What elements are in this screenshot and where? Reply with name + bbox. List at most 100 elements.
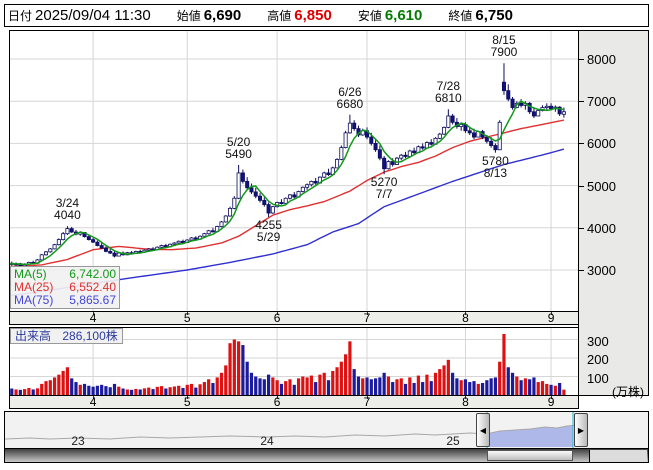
- volume-bar: [515, 376, 519, 395]
- volume-bar: [523, 378, 527, 395]
- volume-bar: [215, 377, 219, 395]
- month-label: 7: [363, 395, 371, 409]
- candle-body: [352, 122, 357, 130]
- volume-bar: [480, 382, 485, 395]
- volume-bar: [510, 372, 515, 395]
- volume-bar: [558, 382, 562, 395]
- candle-body: [493, 145, 498, 151]
- volume-bar: [455, 378, 459, 395]
- volume-unit-label: (万株): [612, 385, 644, 399]
- month-tickmark: [187, 312, 189, 315]
- volume-tick-label: 100: [587, 370, 609, 386]
- price-annotation: 5780 8/13: [482, 153, 509, 180]
- volume-xaxis-strip: 4 5 6 7 8 9: [9, 396, 579, 409]
- quote-header: 日付 2025/09/04 11:30 始値 6,690 高値 6,850 安値…: [4, 4, 649, 27]
- volume-bar: [87, 385, 91, 395]
- navigator-left-arrow-button[interactable]: ◀: [476, 413, 490, 447]
- volume-bar: [301, 376, 305, 395]
- candle-body: [253, 191, 258, 197]
- volume-bar: [532, 377, 536, 395]
- volume-bar: [549, 384, 553, 395]
- volume-bar: [262, 379, 266, 395]
- month-label: 9: [547, 395, 555, 409]
- candle-body: [266, 204, 271, 214]
- price-tick-label: 8000: [587, 52, 616, 67]
- volume-bar: [344, 354, 348, 395]
- volume-bar: [451, 372, 455, 395]
- volume-bar: [104, 386, 108, 395]
- price-tick-label: 3000: [587, 263, 616, 278]
- volume-bar: [254, 376, 258, 395]
- candle-body: [557, 106, 562, 115]
- month-label: 4: [89, 311, 97, 325]
- volume-bar: [224, 365, 228, 395]
- volume-bar: [553, 385, 557, 395]
- candle-body: [223, 215, 228, 223]
- candle-body: [193, 237, 198, 240]
- volume-bar: [536, 382, 540, 395]
- volume-bar: [309, 375, 313, 395]
- candle-body: [159, 245, 164, 248]
- candle-body: [510, 98, 515, 108]
- price-tickmark: [579, 101, 584, 103]
- volume-bar: [228, 343, 232, 395]
- price-annotation: 5/20 5490: [225, 134, 252, 161]
- month-tickmark: [465, 396, 467, 399]
- scrollbar-thumb[interactable]: [487, 450, 573, 461]
- volume-bar: [138, 389, 142, 395]
- low-value: 6,610: [384, 7, 423, 24]
- volume-bar: [202, 382, 206, 395]
- volume-bar: [318, 374, 322, 395]
- volume-bar: [185, 384, 189, 395]
- candle-body: [86, 236, 91, 241]
- candle-body: [347, 122, 352, 134]
- month-tickmark: [551, 312, 553, 315]
- candle-body: [429, 142, 434, 145]
- volume-bar: [365, 377, 369, 395]
- volume-bar: [194, 387, 198, 395]
- volume-bar: [322, 372, 326, 395]
- ma25-line: [10, 119, 565, 268]
- volume-bar: [408, 377, 412, 395]
- month-label: 8: [462, 395, 469, 409]
- candle-body: [112, 252, 117, 257]
- volume-bar: [472, 381, 476, 395]
- price-chart[interactable]: [9, 30, 579, 312]
- price-xaxis-strip: 4 5 6 7 8 9: [9, 312, 579, 325]
- candle-body: [249, 187, 254, 193]
- navigator-right-arrow-button[interactable]: ▶: [574, 413, 588, 447]
- volume-bar: [545, 383, 549, 395]
- volume-bar: [232, 339, 236, 395]
- candle-body: [99, 245, 104, 249]
- month-tickmark: [93, 396, 95, 399]
- candle-body: [322, 172, 327, 178]
- candle-body: [369, 136, 374, 144]
- candle-body: [103, 247, 108, 252]
- volume-bar: [134, 388, 138, 395]
- volume-caption-title: 出来高: [15, 329, 52, 343]
- candle-body: [459, 124, 464, 127]
- volume-bar: [284, 381, 288, 395]
- candle-body: [258, 195, 263, 201]
- candle-body: [300, 186, 305, 192]
- volume-bar: [151, 389, 155, 395]
- volume-bar: [498, 361, 502, 395]
- volume-bar: [493, 377, 498, 395]
- volume-bar: [207, 379, 211, 395]
- volume-bar: [416, 375, 420, 395]
- volume-bar: [44, 381, 48, 395]
- month-label: 6: [273, 395, 281, 409]
- volume-bar: [211, 382, 215, 395]
- scrollbar-track[interactable]: [5, 448, 648, 462]
- volume-bar: [562, 389, 566, 395]
- candle-body: [228, 207, 233, 217]
- candle-body: [108, 251, 113, 254]
- volume-bar: [429, 381, 433, 395]
- volume-tick-label: 200: [587, 352, 609, 367]
- navigator-chart-svg[interactable]: [5, 412, 648, 448]
- volume-bar: [258, 378, 262, 395]
- candle-body: [403, 154, 408, 157]
- candle-body: [172, 242, 177, 245]
- candle-body: [561, 111, 566, 115]
- candle-body: [382, 157, 387, 170]
